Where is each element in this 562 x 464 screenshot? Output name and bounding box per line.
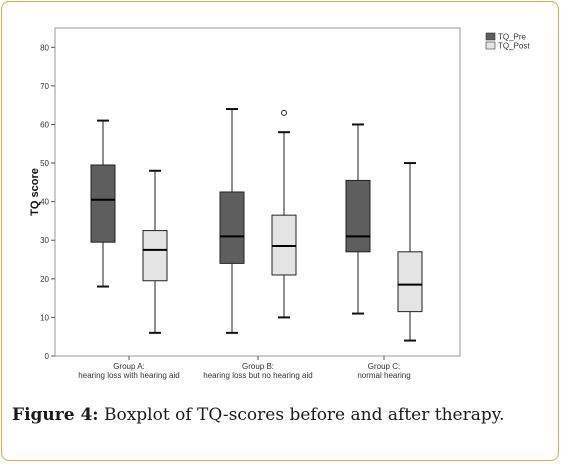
caption-lead: Figure 4: (12, 405, 99, 425)
x-category-label-line1: Group A: (113, 362, 145, 371)
y-tick-label: 60 (40, 120, 49, 129)
box-TQ_Pre-group-2 (219, 108, 245, 334)
y-tick-label: 20 (40, 275, 49, 284)
y-tick-label: 10 (40, 313, 49, 322)
x-category-label-line2: normal hearing (357, 371, 410, 380)
y-tick-label: 40 (40, 198, 49, 207)
figure-caption: Figure 4: Boxplot of TQ-scores before an… (12, 405, 504, 425)
iqr-box (142, 230, 168, 282)
iqr-box (90, 164, 116, 243)
legend-swatch-pre (485, 32, 496, 41)
box-TQ_Pre-group-3 (345, 123, 371, 315)
caption-text: Boxplot of TQ-scores before and after th… (98, 405, 505, 425)
legend: TQ_Pre TQ_Post (485, 32, 530, 51)
box-TQ_Pre-group-1 (90, 119, 116, 288)
iqr-box (397, 251, 423, 313)
box-TQ_Post-group-2 (271, 109, 297, 319)
y-tick-label: 80 (40, 43, 49, 52)
x-category-label-line1: Group C: (368, 362, 400, 371)
x-category-label-line2: hearing loss but no hearing aid (203, 371, 312, 380)
boxplot-chart: 0 10 20 30 40 50 60 70 80 Group A:hearing loss w… (29, 27, 530, 380)
y-axis-label: TQ score (29, 168, 41, 216)
y-tick-label: 0 (45, 352, 50, 361)
y-tick-label: 30 (40, 236, 49, 245)
legend-label-pre: TQ_Pre (498, 33, 527, 42)
y-tick-label: 50 (40, 159, 49, 168)
x-category-label-line2: hearing loss with hearing aid (78, 371, 179, 380)
outlier-point (281, 109, 287, 116)
iqr-box (345, 179, 371, 253)
iqr-box (219, 191, 245, 264)
box-TQ_Post-group-3 (397, 162, 423, 342)
x-category-label-line1: Group B: (242, 362, 274, 371)
box-TQ_Post-group-1 (142, 169, 168, 334)
legend-label-post: TQ_Post (498, 42, 530, 51)
plot-area (54, 27, 461, 357)
y-tick-label: 70 (40, 82, 49, 91)
legend-swatch-post (485, 41, 496, 50)
